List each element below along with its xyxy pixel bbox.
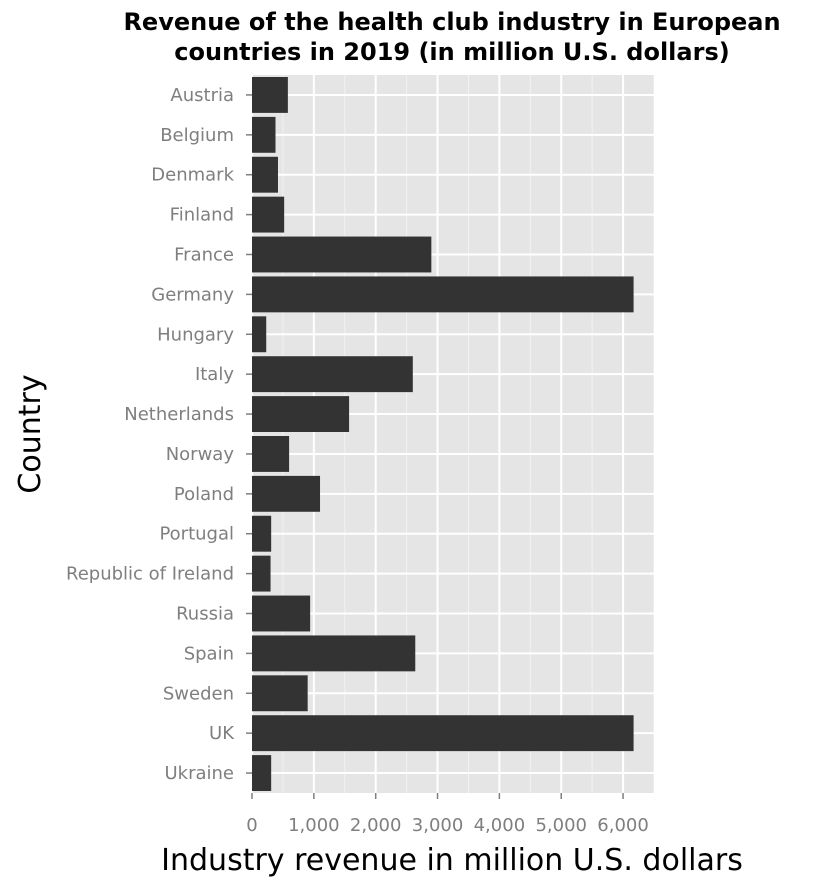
bar-italy: [252, 356, 413, 393]
y-tick-label: Sweden: [163, 683, 234, 704]
bar-spain: [252, 635, 416, 672]
x-tick-label: 1,000: [288, 815, 340, 836]
bar-austria: [252, 76, 288, 113]
y-tick-label: Poland: [174, 484, 234, 505]
x-tick-label: 5,000: [535, 815, 587, 836]
y-tick-label: Finland: [170, 205, 234, 226]
y-tick-label: Hungary: [157, 324, 234, 345]
bar-norway: [252, 435, 290, 472]
y-tick-label: Denmark: [151, 165, 234, 186]
bar-france: [252, 236, 432, 273]
bar-netherlands: [252, 396, 350, 433]
y-axis-title: Country: [13, 374, 48, 493]
y-tick-label: Belgium: [160, 125, 234, 146]
bar-republic-of-ireland: [252, 555, 271, 592]
y-tick-label: Italy: [195, 364, 234, 385]
y-axis: Austria Belgium Denmark Finland France German…: [66, 85, 252, 784]
bar-belgium: [252, 116, 276, 153]
y-tick-label: Austria: [170, 85, 234, 106]
bar-sweden: [252, 675, 308, 712]
bar-uk: [252, 715, 634, 752]
grid-lines: [251, 75, 655, 793]
y-tick-label: Portugal: [159, 524, 234, 545]
y-tick-label: Russia: [176, 604, 234, 625]
plot-panel: [252, 75, 654, 793]
y-tick-label: Spain: [184, 643, 234, 664]
y-tick-label: Ukraine: [164, 763, 234, 784]
x-tick-label: 3,000: [412, 815, 464, 836]
x-axis: 0 1,000 2,000 3,000 4,000 5,000 6,000: [246, 793, 649, 836]
y-tick-label: Norway: [166, 444, 235, 465]
bar-finland: [252, 196, 285, 233]
bar-denmark: [252, 156, 278, 193]
bar-poland: [252, 475, 321, 512]
bar-portugal: [252, 515, 272, 552]
y-tick-label: France: [174, 245, 234, 266]
bar-hungary: [252, 316, 267, 353]
y-tick-label: Republic of Ireland: [66, 564, 234, 585]
bar-russia: [252, 595, 311, 632]
y-tick-label: UK: [209, 723, 235, 744]
bar-ukraine: [252, 755, 272, 792]
chart-title-line-2: countries in 2019 (in million U.S. dolla…: [174, 38, 729, 66]
bar-germany: [252, 276, 634, 313]
chart-title-line-1: Revenue of the health club industry in E…: [123, 8, 780, 36]
bars: [252, 76, 634, 792]
x-tick-label: 4,000: [474, 815, 526, 836]
x-tick-label: 6,000: [597, 815, 649, 836]
x-tick-label: 0: [246, 815, 257, 836]
y-tick-label: Netherlands: [124, 404, 234, 425]
y-tick-label: Germany: [151, 284, 234, 305]
x-axis-title: Industry revenue in million U.S. dollars: [161, 843, 743, 878]
x-tick-label: 2,000: [350, 815, 402, 836]
